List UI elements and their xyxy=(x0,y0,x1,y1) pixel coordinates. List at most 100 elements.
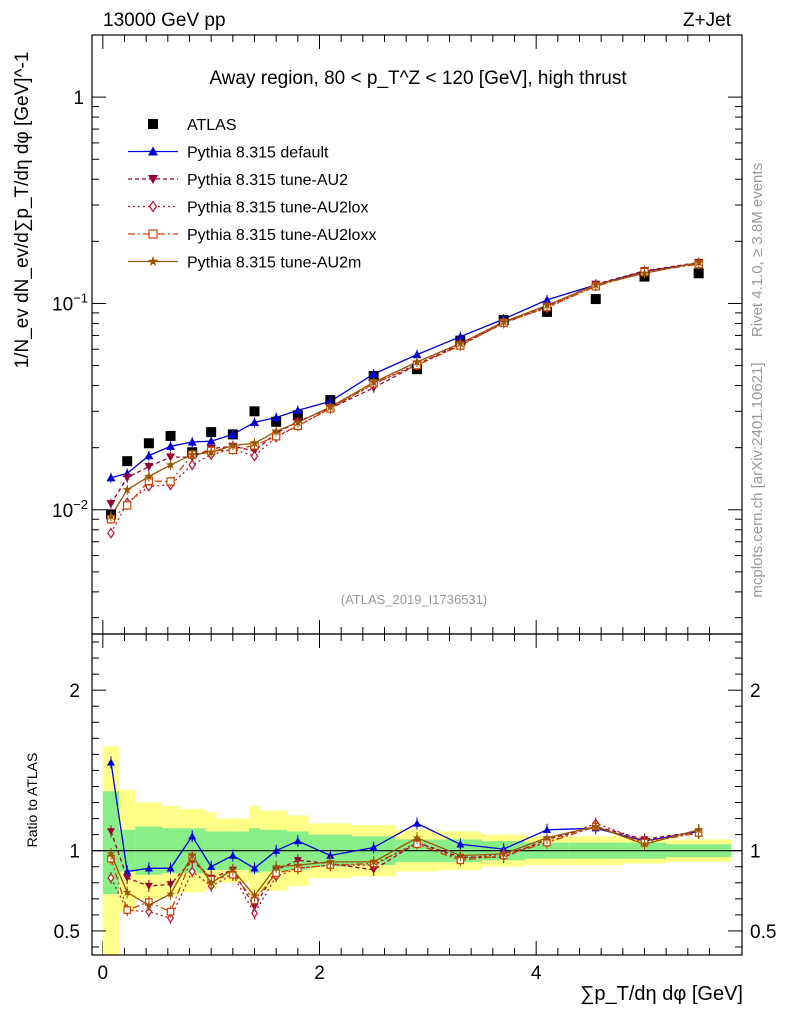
legend-label: Pythia 8.315 tune-AU2 xyxy=(187,172,348,189)
ratio-point xyxy=(188,851,197,859)
x-axis-label: ∑p_T/dη dφ [GeV] xyxy=(580,983,743,1005)
ratio-point xyxy=(123,906,132,914)
ratio-point xyxy=(542,833,552,842)
ratio-point xyxy=(123,874,132,882)
data-point xyxy=(249,406,260,417)
data-point xyxy=(228,429,238,438)
series-line xyxy=(110,262,699,534)
ratio-point xyxy=(272,846,281,854)
ratio-point xyxy=(107,872,115,884)
legend-marker xyxy=(148,146,158,156)
data-point xyxy=(250,417,259,427)
legend-marker xyxy=(148,229,158,239)
ratio-y-tick-label-right: 2 xyxy=(750,681,761,702)
ratio-y-tick-label: 0.5 xyxy=(54,922,80,943)
ratio-frame xyxy=(91,633,743,956)
ratio-point xyxy=(250,908,259,919)
ratio-panel: 0.5 0.5 1 1 2 2 0 2 4 xyxy=(54,633,776,984)
data-point xyxy=(122,484,132,494)
data-point xyxy=(122,474,132,483)
data-point xyxy=(293,417,303,427)
ratio-point xyxy=(145,906,153,917)
y-tick-exponent: −2 xyxy=(73,497,88,512)
mcplots-label: mcplots.cern.ch [arXiv:2401.10621] xyxy=(749,362,766,597)
ratio-point xyxy=(293,837,302,845)
series-line xyxy=(110,261,699,517)
data-point xyxy=(455,338,465,348)
ratio-point xyxy=(499,849,508,858)
ratio-point xyxy=(188,866,196,877)
data-point xyxy=(542,300,552,310)
data-point xyxy=(412,357,422,366)
x-tick-label: 0 xyxy=(98,963,109,984)
x-tick-label: 4 xyxy=(531,963,542,984)
ratio-point xyxy=(694,825,703,834)
data-point xyxy=(206,447,216,457)
x-tick-label: 2 xyxy=(314,963,325,984)
ratio-point xyxy=(250,903,259,911)
data-point xyxy=(206,436,216,445)
data-point xyxy=(144,462,154,472)
legend-label: Pythia 8.315 tune-AU2loxx xyxy=(187,227,376,244)
legend-marker xyxy=(147,256,159,266)
data-point xyxy=(166,441,176,450)
data-point xyxy=(106,511,116,521)
ratio-y-tick-label: 1 xyxy=(69,842,80,863)
ratio-y-tick-label-right: 0.5 xyxy=(750,922,776,943)
ratio-point xyxy=(207,878,216,887)
ratio-point xyxy=(207,862,216,870)
series-line xyxy=(110,261,699,505)
legend-label: ATLAS xyxy=(187,117,237,134)
data-point xyxy=(122,456,133,467)
ratio-point xyxy=(293,860,302,869)
ratio-point xyxy=(640,839,649,848)
series-line xyxy=(110,263,699,520)
ratio-point xyxy=(166,881,175,889)
data-point xyxy=(123,501,132,510)
data-point xyxy=(166,477,175,486)
data-point xyxy=(271,426,281,436)
energy-label: 13000 GeV pp xyxy=(103,10,226,31)
ratio-point xyxy=(166,907,175,916)
ratio-point xyxy=(369,857,378,866)
ratio-point xyxy=(188,832,197,840)
data-point xyxy=(590,294,601,305)
ratio-point xyxy=(591,822,600,831)
data-point xyxy=(206,427,217,438)
data-point xyxy=(188,459,197,471)
rivet-label: Rivet 4.1.0, ≥ 3.8M events xyxy=(749,163,766,337)
ratio-point xyxy=(326,851,335,859)
y-tick-label: 10−1 xyxy=(52,290,88,315)
ratio-point xyxy=(456,840,465,848)
ratio-y-tick-label: 2 xyxy=(69,681,80,702)
main-title: Away region, 80 < p_T^Z < 120 [GeV], hig… xyxy=(209,68,627,89)
data-point xyxy=(455,332,465,341)
main-y-axis-label: 1/N_ev dN_ev/d∑p_T/dη dφ [GeV]^-1 xyxy=(12,52,33,369)
data-point xyxy=(165,430,176,441)
process-label: Z+Jet xyxy=(683,10,732,31)
data-point xyxy=(165,460,176,469)
data-point xyxy=(271,413,281,422)
y-tick-label: 10−2 xyxy=(52,497,88,522)
data-point xyxy=(106,500,116,509)
ratio-point xyxy=(272,862,281,871)
data-point xyxy=(228,440,238,450)
legend-label: Pythia 8.315 tune-AU2m xyxy=(187,255,361,272)
ratio-point xyxy=(369,843,378,851)
data-point xyxy=(143,438,154,449)
data-point xyxy=(591,279,601,289)
ratio-point xyxy=(166,889,175,898)
data-point xyxy=(107,527,115,539)
ratio-point xyxy=(456,851,465,859)
data-point xyxy=(325,402,335,411)
data-point xyxy=(249,438,260,448)
data-point xyxy=(144,451,154,460)
ratio-point xyxy=(250,891,259,900)
ratio-point xyxy=(228,865,237,874)
ratio-point xyxy=(106,828,115,836)
data-point xyxy=(369,377,379,387)
legend-marker xyxy=(148,200,158,213)
y-tick-exponent: −1 xyxy=(73,290,88,305)
data-point xyxy=(293,405,303,415)
ratio-point xyxy=(123,888,132,896)
